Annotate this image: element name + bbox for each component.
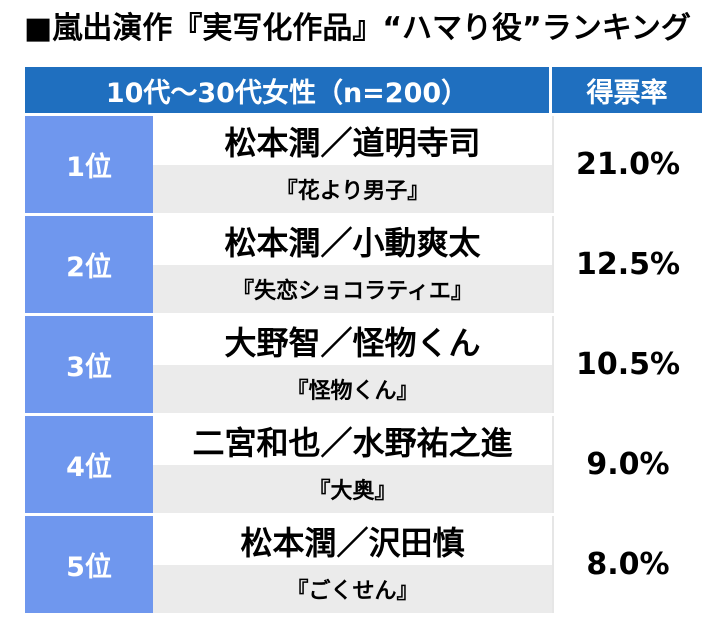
table-row: 4位 二宮和也／水野祐之進 『大奥』 9.0% bbox=[25, 413, 702, 513]
table-header: 10代〜30代女性（n=200） 得票率 bbox=[25, 67, 702, 113]
vote-share: 8.0% bbox=[552, 516, 702, 613]
header-value-label: 得票率 bbox=[552, 67, 702, 113]
ranking-table: 10代〜30代女性（n=200） 得票率 1位 松本潤／道明寺司 『花より男子』… bbox=[25, 67, 702, 613]
header-group-label: 10代〜30代女性（n=200） bbox=[25, 67, 552, 113]
actor-role: 松本潤／道明寺司 bbox=[153, 116, 552, 165]
table-row: 2位 松本潤／小動爽太 『失恋ショコラティエ』 12.5% bbox=[25, 213, 702, 313]
vote-share: 12.5% bbox=[552, 216, 702, 313]
work-title: 『失恋ショコラティエ』 bbox=[153, 265, 552, 313]
actor-role: 大野智／怪物くん bbox=[153, 316, 552, 365]
rank-cell: 3位 bbox=[25, 316, 153, 413]
work-title: 『怪物くん』 bbox=[153, 365, 552, 413]
rank-cell: 1位 bbox=[25, 116, 153, 213]
work-title: 『ごくせん』 bbox=[153, 565, 552, 613]
work-title: 『花より男子』 bbox=[153, 165, 552, 213]
work-title: 『大奥』 bbox=[153, 465, 552, 513]
table-row: 3位 大野智／怪物くん 『怪物くん』 10.5% bbox=[25, 313, 702, 413]
vote-share: 10.5% bbox=[552, 316, 702, 413]
page-title: ■嵐出演作『実写化作品』“ハマり役”ランキング bbox=[24, 11, 691, 46]
actor-role: 松本潤／小動爽太 bbox=[153, 216, 552, 265]
actor-role: 松本潤／沢田慎 bbox=[153, 516, 552, 565]
actor-role: 二宮和也／水野祐之進 bbox=[153, 416, 552, 465]
vote-share: 21.0% bbox=[552, 116, 702, 213]
rank-cell: 5位 bbox=[25, 516, 153, 613]
rank-cell: 2位 bbox=[25, 216, 153, 313]
table-row: 5位 松本潤／沢田慎 『ごくせん』 8.0% bbox=[25, 513, 702, 613]
rank-cell: 4位 bbox=[25, 416, 153, 513]
table-row: 1位 松本潤／道明寺司 『花より男子』 21.0% bbox=[25, 113, 702, 213]
vote-share: 9.0% bbox=[552, 416, 702, 513]
